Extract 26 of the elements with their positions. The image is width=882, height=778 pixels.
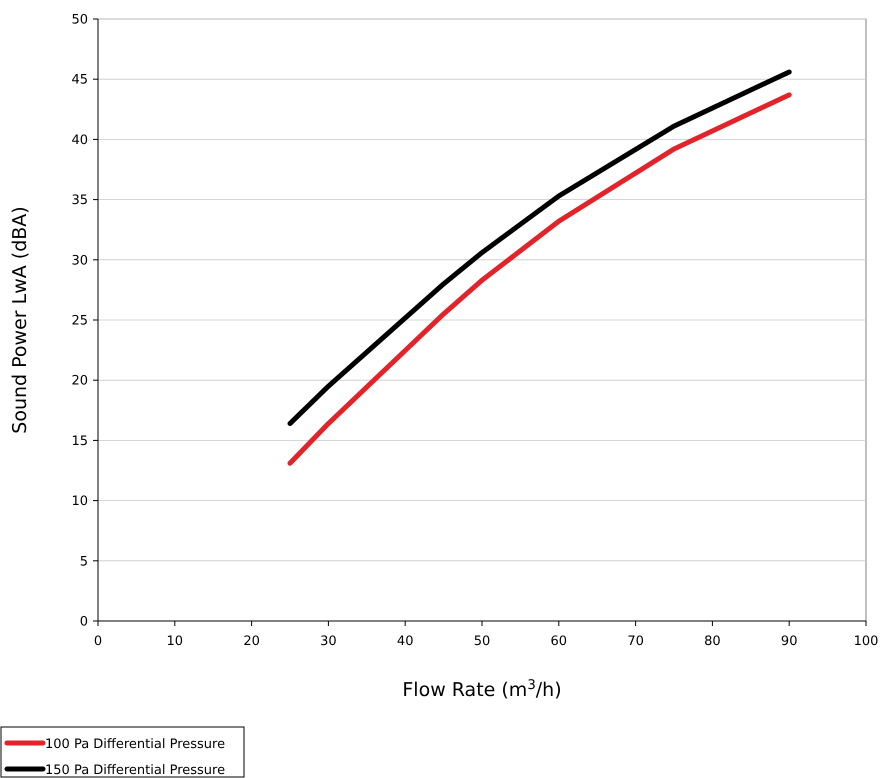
y-tick-label: 25: [71, 314, 88, 328]
x-tick-label: 100: [854, 634, 878, 649]
y-tick-label: 35: [71, 193, 88, 208]
y-tick-label: 15: [71, 434, 88, 449]
y-tick-label: 0: [80, 614, 88, 630]
legend-label: 100 Pa Differential Pressure: [45, 737, 226, 752]
x-tick-label: 20: [243, 634, 260, 649]
y-axis-title: Sound Power LwA (dBA): [9, 206, 31, 434]
x-axis-title: Flow Rate (m$^{3}$/h): [402, 678, 562, 701]
y-tick-label: 45: [71, 72, 88, 88]
x-tick-label: 10: [166, 634, 184, 649]
x-tick-label: 40: [396, 634, 414, 649]
x-tick-label: 80: [704, 634, 721, 649]
y-tick-label: 5: [80, 554, 88, 570]
x-tick-label: 50: [474, 634, 490, 649]
y-tick-label: 50: [71, 12, 88, 28]
y-tick-label: 20: [71, 374, 88, 389]
x-tick-label: 70: [627, 634, 644, 649]
x-tick-label: 90: [780, 634, 798, 649]
y-tick-label: 30: [71, 253, 88, 268]
y-tick-label: 10: [71, 494, 88, 510]
x-tick-label: 60: [550, 634, 568, 649]
x-tick-label: 0: [94, 634, 102, 649]
legend-label: 150 Pa Differential Pressure: [45, 763, 226, 778]
y-tick-label: 40: [71, 132, 88, 148]
x-tick-label: 30: [320, 634, 337, 649]
